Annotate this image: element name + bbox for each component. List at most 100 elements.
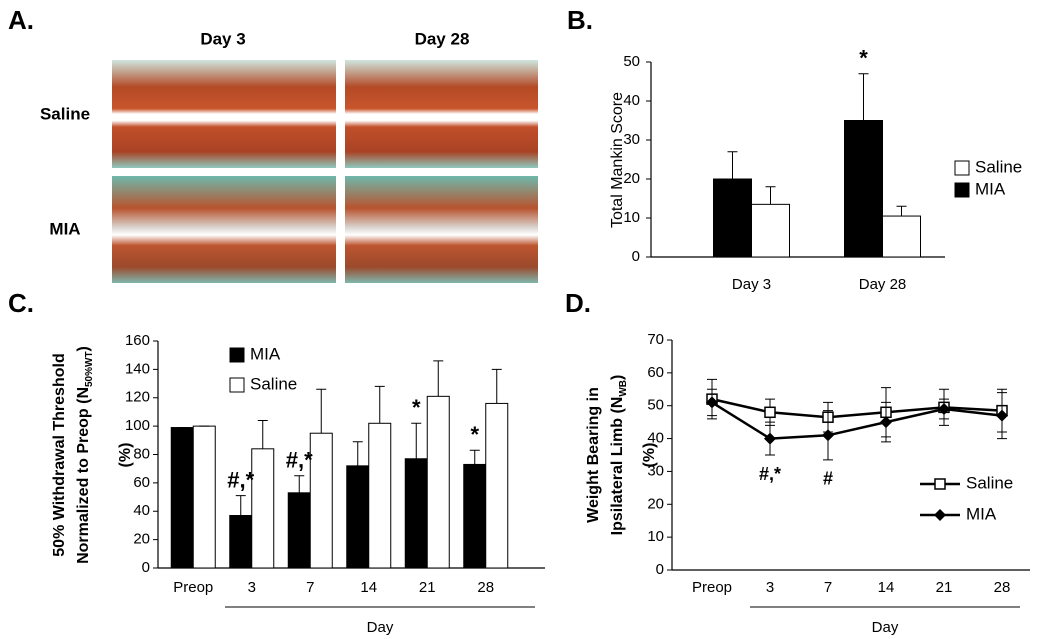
error-bar xyxy=(257,419,268,449)
marker xyxy=(764,432,776,445)
bar xyxy=(368,422,392,569)
error-bar xyxy=(858,73,869,121)
y-tick-label: 30 xyxy=(647,462,664,479)
marker xyxy=(938,403,950,415)
error-bar xyxy=(352,441,363,466)
bar xyxy=(309,432,333,569)
legend-swatch xyxy=(229,377,245,393)
label-text: (%) xyxy=(641,443,658,468)
x-tick-label: Day 28 xyxy=(859,276,907,293)
significance-mark: #,* xyxy=(286,448,313,473)
error-bar xyxy=(896,205,907,217)
x-tick-label: 21 xyxy=(936,579,953,596)
x-axis-label: Day xyxy=(367,619,394,636)
marker xyxy=(822,429,834,442)
bar xyxy=(192,425,216,569)
legend-label: MIA xyxy=(975,179,1006,198)
bar xyxy=(404,458,428,569)
histology-image xyxy=(345,60,538,168)
error-bar xyxy=(491,368,502,404)
chart: C. 50% Withdrawal Threshold Normalized to … xyxy=(8,288,545,636)
label-subscript: 50%WT xyxy=(84,351,95,387)
bar xyxy=(485,402,509,569)
legend-label: Saline xyxy=(966,473,1013,492)
legend-label: Saline xyxy=(975,157,1022,176)
y-axis-label: 50% Withdrawal Threshold xyxy=(51,353,68,556)
bar xyxy=(251,448,275,569)
column-label: Day 28 xyxy=(415,29,470,48)
histology-image xyxy=(345,176,538,283)
significance-mark: #,* xyxy=(227,467,254,492)
legend-label: Saline xyxy=(250,374,297,393)
column-label: Day 3 xyxy=(200,29,245,48)
x-tick-label: 21 xyxy=(419,579,436,596)
bar xyxy=(287,492,311,569)
x-tick-label: 14 xyxy=(878,579,895,596)
y-axis-label: Ipsilateral Limb (NWB) xyxy=(609,375,629,536)
series-line xyxy=(711,401,1003,440)
row-label: Saline xyxy=(40,104,90,123)
error-bar xyxy=(765,186,776,205)
label-text: ) xyxy=(609,375,626,380)
error-bar xyxy=(411,422,422,459)
legend-label: MIA xyxy=(250,344,281,363)
y-tick-label: 30 xyxy=(623,131,640,148)
y-tick-label: 120 xyxy=(125,389,150,406)
y-tick-label: 50 xyxy=(647,397,664,414)
bar xyxy=(751,203,790,258)
y-axis-label: Total Mankin Score xyxy=(609,92,626,228)
bar xyxy=(346,465,370,569)
x-tick-label: 14 xyxy=(360,579,377,596)
significance-mark: * xyxy=(859,46,868,71)
y-tick-label: 80 xyxy=(133,445,150,462)
panel-label: A. xyxy=(8,5,34,35)
significance-mark: * xyxy=(412,395,421,420)
x-tick-label: 28 xyxy=(477,579,494,596)
error-bar xyxy=(235,495,246,516)
error-bar xyxy=(294,475,305,493)
label-text: ) xyxy=(75,346,92,351)
y-tick-label: 40 xyxy=(623,92,640,109)
legend-label: MIA xyxy=(966,504,997,523)
series-line xyxy=(711,397,1003,419)
x-tick-label: 3 xyxy=(766,579,774,596)
bar xyxy=(229,515,253,569)
x-tick-label: Preop xyxy=(173,579,213,596)
x-tick-label: 7 xyxy=(306,579,314,596)
label-text: Total Mankin Score xyxy=(609,92,626,228)
y-tick-label: 140 xyxy=(125,360,150,377)
marker xyxy=(764,406,776,419)
panel-label: C. xyxy=(8,288,34,318)
y-axis-label: (%) xyxy=(641,443,658,468)
y-tick-label: 20 xyxy=(623,170,640,187)
legend-swatch xyxy=(229,347,245,363)
y-axis-label: (%) xyxy=(117,443,134,468)
label-text: Normalized to Preop (N xyxy=(75,387,92,564)
chart: D. Weight Bearing in Ipsilateral Limb (NWB… xyxy=(565,288,1030,636)
y-axis-label: Weight Bearing in xyxy=(585,387,602,523)
legend-swatch xyxy=(954,182,970,198)
label-text: Ipsilateral Limb (N xyxy=(609,397,626,536)
panel-a: A. Day 3 Day 28 Saline MIA xyxy=(8,5,538,283)
error-bar xyxy=(433,360,444,397)
x-tick-label: 28 xyxy=(994,579,1011,596)
legend-marker xyxy=(934,509,946,521)
label-text: Weight Bearing in xyxy=(585,387,602,523)
bar xyxy=(844,120,883,258)
y-tick-label: 50 xyxy=(623,53,640,70)
significance-mark: #,* xyxy=(759,464,781,484)
bar xyxy=(170,427,194,569)
y-tick-label: 0 xyxy=(142,559,150,576)
y-tick-label: 100 xyxy=(125,417,150,434)
label-subscript: WB xyxy=(618,380,629,397)
y-tick-label: 40 xyxy=(647,430,664,447)
y-axis-label: Normalized to Preop (N50%WT) xyxy=(75,346,95,564)
y-tick-label: 160 xyxy=(125,332,150,349)
error-bar xyxy=(469,449,480,465)
significance-mark: * xyxy=(470,422,479,447)
chart: B. Total Mankin Score 0 10 20 30 40 50 Day 3 Day … xyxy=(567,5,1022,293)
x-tick-label: Day 3 xyxy=(732,276,771,293)
panel-label: D. xyxy=(565,288,591,318)
bar xyxy=(463,463,487,569)
